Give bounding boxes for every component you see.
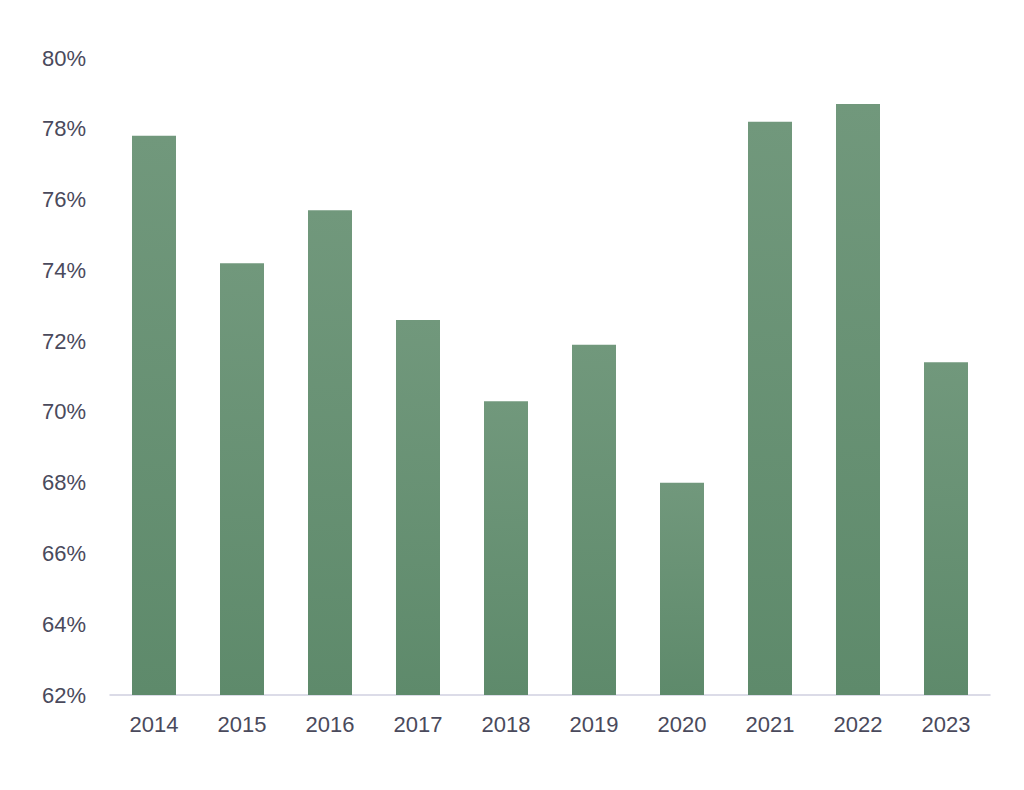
svg-text:2019: 2019 (570, 712, 619, 737)
svg-text:2017: 2017 (394, 712, 443, 737)
svg-text:76%: 76% (42, 187, 86, 212)
svg-text:2018: 2018 (482, 712, 531, 737)
svg-text:2020: 2020 (658, 712, 707, 737)
svg-text:70%: 70% (42, 399, 86, 424)
svg-text:2021: 2021 (746, 712, 795, 737)
svg-text:80%: 80% (42, 46, 86, 71)
svg-text:68%: 68% (42, 470, 86, 495)
svg-text:78%: 78% (42, 116, 86, 141)
svg-text:2022: 2022 (834, 712, 883, 737)
svg-text:74%: 74% (42, 258, 86, 283)
svg-text:2023: 2023 (922, 712, 971, 737)
svg-text:64%: 64% (42, 612, 86, 637)
svg-text:2016: 2016 (306, 712, 355, 737)
svg-text:62%: 62% (42, 683, 86, 708)
svg-text:2014: 2014 (130, 712, 179, 737)
svg-text:72%: 72% (42, 329, 86, 354)
svg-text:66%: 66% (42, 541, 86, 566)
svg-text:2015: 2015 (218, 712, 267, 737)
